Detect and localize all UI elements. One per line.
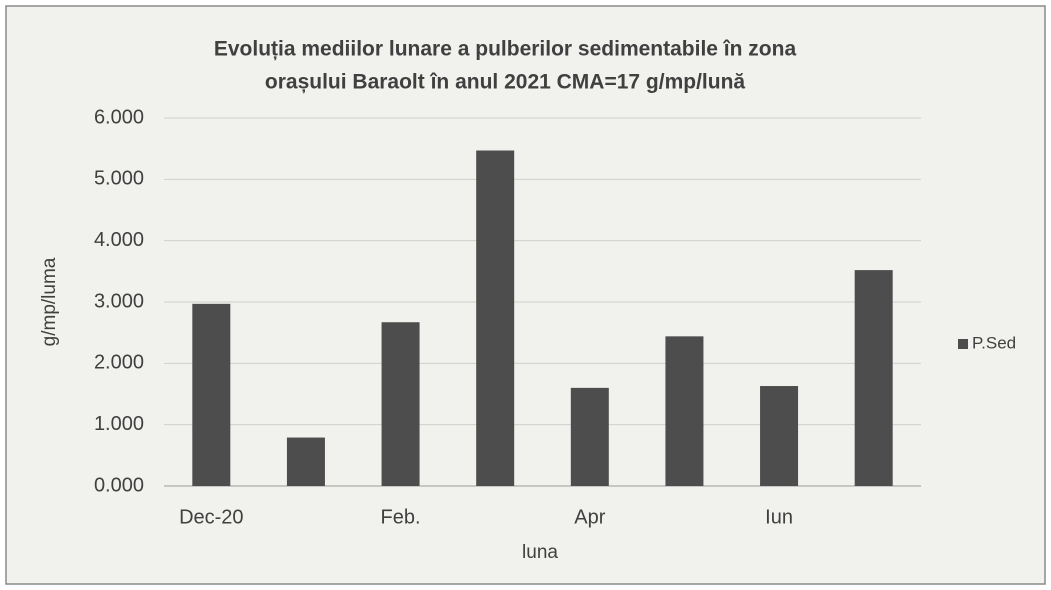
y-tick-label: 6.000: [94, 106, 144, 128]
bar: [476, 150, 515, 487]
y-tick-label: 2.000: [94, 352, 144, 374]
bar: [854, 270, 893, 486]
y-tick-label: 5.000: [94, 168, 144, 190]
x-axis-label: luna: [522, 542, 558, 563]
bar: [665, 336, 704, 486]
bar: [192, 303, 231, 486]
y-tick-label: 3.000: [94, 290, 144, 312]
y-tick-label: 0.000: [94, 474, 144, 496]
bar: [570, 387, 609, 486]
legend-swatch: [958, 339, 968, 349]
y-tick-label: 1.000: [94, 413, 144, 435]
x-tick-label: Feb.: [381, 506, 421, 528]
legend-label: P.Sed: [972, 333, 1016, 352]
x-tick-label: Apr: [574, 506, 605, 528]
x-tick-label: Iun: [765, 506, 793, 528]
x-tick-label: Dec-20: [179, 506, 243, 528]
y-tick-label: 4.000: [94, 229, 144, 251]
chart-title: Evoluția mediilor lunare a pulberilor se…: [214, 38, 797, 61]
y-axis-label: g/mp/luma: [39, 257, 60, 346]
bar: [286, 437, 325, 486]
chart-title: orașului Baraolt în anul 2021 CMA=17 g/m…: [265, 71, 746, 94]
bar: [760, 386, 799, 486]
bar: [381, 322, 420, 486]
